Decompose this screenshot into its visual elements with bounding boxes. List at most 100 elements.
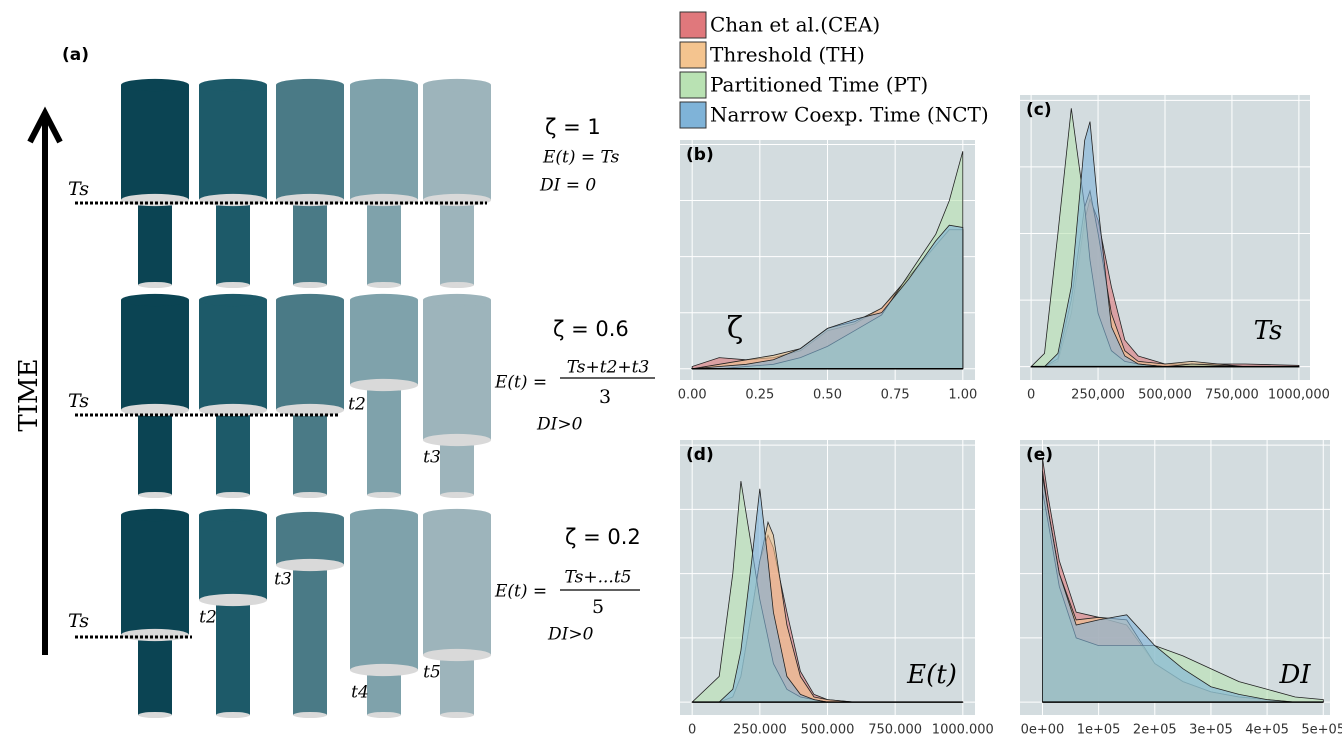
cylinder <box>216 410 250 495</box>
panel-label: (a) <box>62 45 89 65</box>
ts-label: Ts <box>68 610 89 632</box>
cylinder-base <box>216 492 250 498</box>
cylinder <box>423 515 491 655</box>
cylinder <box>367 670 401 715</box>
cylinder-top <box>350 294 418 306</box>
cylinder <box>350 300 418 385</box>
cylinder <box>216 600 250 715</box>
cylinder <box>440 440 474 495</box>
cylinder-base <box>423 649 491 661</box>
cylinder-base <box>293 282 327 288</box>
cylinder <box>350 85 418 200</box>
x-tick-label: 250,000 <box>1071 388 1125 403</box>
legend-label: Narrow Coexp. Time (NCT) <box>710 103 989 127</box>
cylinder-base <box>121 629 189 641</box>
legend-swatch <box>680 102 706 128</box>
cylinder-base <box>293 492 327 498</box>
legend-label: Threshold (TH) <box>710 43 865 67</box>
cylinder-top <box>350 509 418 521</box>
panel-label: (e) <box>1026 445 1053 465</box>
annotation: E(t) <box>906 660 957 690</box>
x-tick-label: 500.000 <box>801 723 855 738</box>
cylinder-base <box>350 664 418 676</box>
legend-swatch <box>680 12 706 38</box>
cylinder-base <box>199 594 267 606</box>
zeta: ζ = 0.2 <box>565 525 641 549</box>
time-label: t3 <box>274 570 292 590</box>
panel-label: (d) <box>686 445 714 465</box>
x-tick-label: 0.50 <box>813 388 842 403</box>
numerator: Ts+t2+t3 <box>567 358 650 378</box>
cylinder-top <box>423 509 491 521</box>
cylinder-top <box>276 512 344 524</box>
cylinder <box>350 515 418 670</box>
x-tick-label: 0 <box>1027 388 1035 403</box>
cylinder <box>138 410 172 495</box>
cylinder-base <box>367 282 401 288</box>
cylinder-base <box>440 282 474 288</box>
cylinder-base <box>440 492 474 498</box>
cylinder <box>276 85 344 200</box>
numerator: Ts+...t5 <box>565 568 632 588</box>
expectation: E(t) = <box>494 373 547 393</box>
time-label: t5 <box>423 663 441 683</box>
time-label: t2 <box>348 395 366 415</box>
x-tick-label: 3e+05 <box>1189 723 1233 738</box>
cylinder <box>199 300 267 410</box>
cylinder-top <box>121 294 189 306</box>
cylinder <box>293 565 327 715</box>
cylinder-base <box>350 379 418 391</box>
legend-label: Partitioned Time (PT) <box>710 73 928 97</box>
annotation: Ts <box>1254 316 1283 346</box>
legend-label: Chan et al.(CEA) <box>710 13 880 37</box>
cylinder-base <box>216 282 250 288</box>
expectation: E(t) = <box>494 582 547 602</box>
panel-label: (b) <box>686 145 714 165</box>
di-label: DI>0 <box>547 625 594 645</box>
ts-label: Ts <box>68 178 89 200</box>
expectation: E(t) = Ts <box>542 148 620 168</box>
cylinder <box>121 515 189 635</box>
cylinder <box>138 635 172 715</box>
x-tick-label: 2e+05 <box>1133 723 1177 738</box>
cylinder <box>121 300 189 410</box>
cylinder-top <box>199 79 267 91</box>
x-tick-label: 1.00 <box>948 388 977 403</box>
denominator: 5 <box>592 596 604 618</box>
cylinder-base <box>367 492 401 498</box>
cylinder-top <box>350 79 418 91</box>
cylinder-top <box>121 509 189 521</box>
cylinder <box>367 385 401 495</box>
time-label: TIME <box>14 358 44 431</box>
x-tick-label: 750,000 <box>1205 388 1259 403</box>
di-label: DI>0 <box>536 415 583 435</box>
cylinder <box>121 85 189 200</box>
cylinder-base <box>293 712 327 718</box>
denominator: 3 <box>599 386 611 408</box>
x-tick-label: 250.000 <box>733 723 787 738</box>
x-tick-label: 0.25 <box>745 388 774 403</box>
cylinder-top <box>199 509 267 521</box>
x-tick-label: 500,000 <box>1138 388 1192 403</box>
x-tick-label: 0.75 <box>881 388 910 403</box>
x-tick-label: 0.00 <box>678 388 707 403</box>
cylinder <box>276 300 344 410</box>
legend-swatch <box>680 42 706 68</box>
cylinder <box>199 515 267 600</box>
x-tick-label: 1e+05 <box>1077 723 1121 738</box>
ts-label: Ts <box>68 390 89 412</box>
annotation: ζ <box>727 311 743 346</box>
x-tick-label: 0e+00 <box>1021 723 1065 738</box>
cylinder-base <box>138 712 172 718</box>
cylinder-base <box>440 712 474 718</box>
zeta: ζ = 0.6 <box>553 317 629 341</box>
cylinder <box>293 410 327 495</box>
cylinder <box>276 518 344 565</box>
x-tick-label: 1000,000 <box>1268 388 1330 403</box>
time-label: t2 <box>199 608 217 628</box>
cylinder <box>440 200 474 285</box>
cylinder-base <box>138 282 172 288</box>
cylinder <box>367 200 401 285</box>
di-label: DI = 0 <box>539 176 596 196</box>
cylinder-top <box>423 294 491 306</box>
